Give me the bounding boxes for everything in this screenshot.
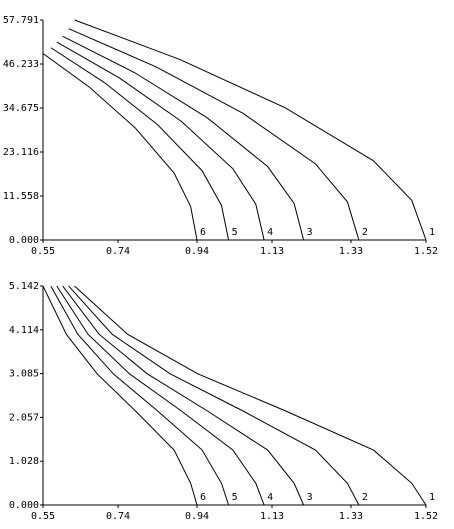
y-tick-label: 3.085 bbox=[9, 369, 39, 380]
x-tick-label: 1.52 bbox=[414, 246, 438, 257]
curve-label: 5 bbox=[232, 492, 238, 503]
x-tick-label: 1.52 bbox=[414, 511, 438, 522]
curve bbox=[62, 285, 305, 506]
y-tick-label: 4.114 bbox=[9, 325, 39, 336]
curve bbox=[50, 47, 230, 241]
curve-label: 1 bbox=[429, 227, 435, 238]
x-tick-label: 0.74 bbox=[106, 246, 130, 257]
y-tick-label: 0.000 bbox=[9, 235, 39, 246]
curve bbox=[56, 41, 265, 241]
x-tick-label: 1.33 bbox=[339, 246, 363, 257]
curve bbox=[50, 285, 230, 506]
y-tick-label: 57.791 bbox=[3, 15, 39, 26]
y-tick-label: 23.116 bbox=[3, 147, 39, 158]
curve-label: 4 bbox=[267, 227, 273, 238]
x-tick-label: 1.13 bbox=[260, 511, 284, 522]
curve bbox=[68, 285, 360, 506]
x-tick-label: 0.55 bbox=[31, 246, 55, 257]
curve-label: 3 bbox=[307, 227, 313, 238]
y-tick-label: 46.233 bbox=[3, 59, 39, 70]
curve-label: 6 bbox=[200, 227, 206, 238]
y-tick-label: 1.028 bbox=[9, 456, 39, 467]
y-tick-label: 5.142 bbox=[9, 281, 39, 292]
x-tick-label: 0.94 bbox=[185, 246, 209, 257]
curve-label: 3 bbox=[307, 492, 313, 503]
x-tick-label: 1.13 bbox=[260, 246, 284, 257]
curve bbox=[42, 285, 198, 506]
curve bbox=[62, 35, 305, 241]
y-tick-label: 11.558 bbox=[3, 191, 39, 202]
curve-label: 5 bbox=[232, 227, 238, 238]
x-tick-label: 0.55 bbox=[31, 511, 55, 522]
curve-label: 2 bbox=[362, 492, 368, 503]
x-tick-label: 0.74 bbox=[106, 511, 130, 522]
curve-label: 6 bbox=[200, 492, 206, 503]
y-tick-label: 0.000 bbox=[9, 500, 39, 511]
y-tick-label: 34.675 bbox=[3, 103, 39, 114]
curve bbox=[42, 53, 198, 241]
curve-label: 2 bbox=[362, 227, 368, 238]
curve-label: 1 bbox=[429, 492, 435, 503]
y-tick-label: 2.057 bbox=[9, 412, 39, 423]
x-tick-label: 0.94 bbox=[185, 511, 209, 522]
x-tick-label: 1.33 bbox=[339, 511, 363, 522]
curve bbox=[68, 28, 360, 241]
curve bbox=[74, 19, 427, 241]
curve bbox=[56, 285, 265, 506]
curve bbox=[74, 285, 427, 506]
curve-label: 4 bbox=[267, 492, 273, 503]
